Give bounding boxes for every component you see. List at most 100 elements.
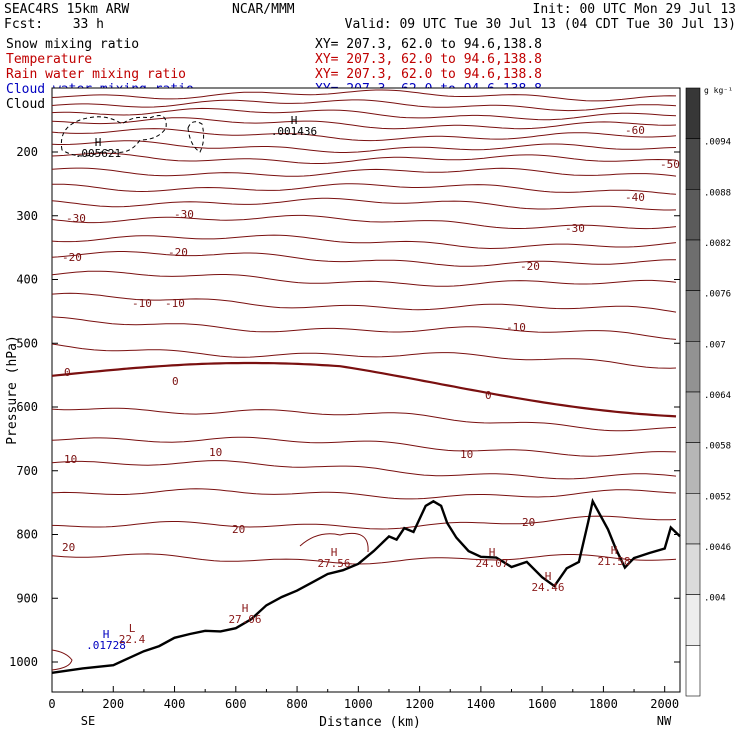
x-tick-label: 1800	[589, 697, 618, 711]
extremum-marker: H	[95, 136, 102, 149]
isotherm-label: -50	[660, 158, 680, 171]
isotherm-line	[51, 361, 677, 418]
x-left-end-label: SE	[81, 714, 95, 728]
extremum-value: 27.06	[228, 613, 261, 626]
isotherm-line	[51, 436, 677, 457]
colorbar-swatch	[685, 543, 701, 595]
colorbar: .0094 .0088 .0082 .0076 .007 .0064 .0058 .0052.…	[685, 87, 731, 697]
isotherm-line	[51, 553, 677, 565]
colorbar-swatch	[685, 493, 701, 545]
terrain-line	[51, 497, 681, 674]
y-axis-title: Pressure (hPa)	[5, 335, 20, 445]
extremum-value: .01728	[86, 639, 126, 652]
extremum-value: 27.56	[317, 557, 350, 570]
forecast-label: Fcst:	[4, 17, 43, 32]
isotherm-line	[51, 316, 677, 340]
colorbar-swatch	[685, 594, 701, 646]
isotherm-label: 10	[64, 453, 77, 466]
temperature-contours: -60 -50 -40 -30 -30 -30 -20 -20 -20 -10 -10 -10 0 0 0 1…	[51, 89, 680, 565]
plot-area	[51, 87, 681, 693]
isotherm-line	[51, 234, 677, 250]
rain-contour	[299, 532, 369, 553]
valid-time: Valid: 09 UTC Tue 30 Jul 13 (04 CDT Tue …	[345, 17, 736, 32]
isotherm-label: 20	[232, 523, 245, 536]
snow-contour	[187, 121, 205, 153]
isotherm-label: 0	[485, 389, 492, 402]
isotherm-line	[51, 292, 677, 313]
isotherm-label: 20	[522, 516, 535, 529]
y-tick-label: 200	[16, 145, 38, 159]
colorbar-label: .0088	[704, 188, 731, 198]
extremum-marker: H	[545, 570, 552, 583]
colorbar-swatch	[685, 239, 701, 291]
extrema-labels: H.001436H.005621H.01728L22.4H27.06H27.56…	[75, 114, 631, 652]
legend-field-name: Snow mixing ratio	[6, 37, 139, 52]
isotherm-label: -60	[625, 124, 645, 137]
y-tick-label: 700	[16, 464, 38, 478]
isotherm-line	[51, 99, 677, 112]
isotherm-label: -20	[62, 251, 82, 264]
y-tick-label: 300	[16, 209, 38, 223]
colorbar-swatch	[685, 442, 701, 494]
colorbar-label: .0052	[704, 492, 731, 502]
colorbar-label: .004	[704, 594, 726, 604]
x-right-end-label: NW	[657, 714, 672, 728]
x-tick-label: 800	[286, 697, 308, 711]
x-tick-label: 1200	[405, 697, 434, 711]
colorbar-swatch	[685, 290, 701, 342]
x-tick-label: 200	[102, 697, 124, 711]
extremum-marker: H	[242, 602, 249, 615]
isotherm-line	[51, 251, 676, 267]
legend-field-name: Rain water mixing ratio	[6, 67, 186, 82]
org-title: NCAR/MMM	[232, 2, 295, 17]
isotherm-label: 10	[460, 448, 473, 461]
isotherm-line	[51, 488, 677, 500]
rain-contour	[51, 649, 73, 671]
init-time: Init: 00 UTC Mon 29 Jul 13	[533, 2, 737, 17]
y-tick-label: 600	[16, 400, 38, 414]
extremum-value: .001436	[271, 125, 317, 138]
isotherm-label: -20	[168, 246, 188, 259]
extremum-value: 21.58	[597, 555, 630, 568]
legend-field-xsec: XY= 207.3, 62.0 to 94.6,138.8	[315, 37, 542, 52]
extremum-marker: H	[103, 628, 110, 641]
isotherm-label: 0	[64, 366, 71, 379]
isotherm-line	[51, 140, 677, 153]
x-tick-label: 600	[225, 697, 247, 711]
snow-contour	[60, 115, 167, 157]
forecast-hour: 33 h	[73, 17, 104, 32]
x-axis-title: Distance (km)	[319, 715, 421, 730]
x-tick-label: 400	[164, 697, 186, 711]
y-tick-label: 1000	[9, 655, 38, 669]
extremum-value: 24.46	[531, 581, 564, 594]
colorbar-swatch	[685, 391, 701, 443]
isotherm-line	[51, 343, 677, 369]
axes: 0 200 400 600 800 1000 1200 1400 1600 1800 2000200…	[9, 145, 680, 711]
legend-field-xsec: XY= 207.3, 62.0 to 94.6,138.8	[315, 67, 542, 82]
isotherm-line	[51, 107, 677, 121]
extremum-marker: H	[331, 546, 338, 559]
isotherm-label: -30	[66, 212, 86, 225]
isotherm-label: 20	[62, 541, 75, 554]
isotherm-line	[51, 270, 677, 287]
isotherm-label: -30	[565, 222, 585, 235]
extremum-marker: H	[611, 544, 618, 557]
colorbar-label: .0076	[704, 290, 731, 300]
model-title: SEAC4RS 15km ARW	[4, 2, 129, 17]
x-tick-label: 1000	[344, 697, 373, 711]
isotherm-label: -10	[165, 297, 185, 310]
isotherm-label: -10	[506, 321, 526, 334]
isotherm-line	[51, 89, 677, 102]
colorbar-swatch	[685, 87, 701, 139]
extremum-marker: L	[129, 622, 136, 635]
colorbar-unit: g kg⁻¹	[704, 86, 733, 95]
colorbar-swatch	[685, 138, 701, 190]
isotherm-label: -10	[132, 297, 152, 310]
extremum-value: 24.07	[475, 557, 508, 570]
isotherm-line	[51, 128, 677, 142]
isotherm-line	[51, 460, 677, 480]
y-tick-label: 800	[16, 528, 38, 542]
colorbar-swatch	[685, 341, 701, 393]
extremum-marker: H	[291, 114, 298, 127]
